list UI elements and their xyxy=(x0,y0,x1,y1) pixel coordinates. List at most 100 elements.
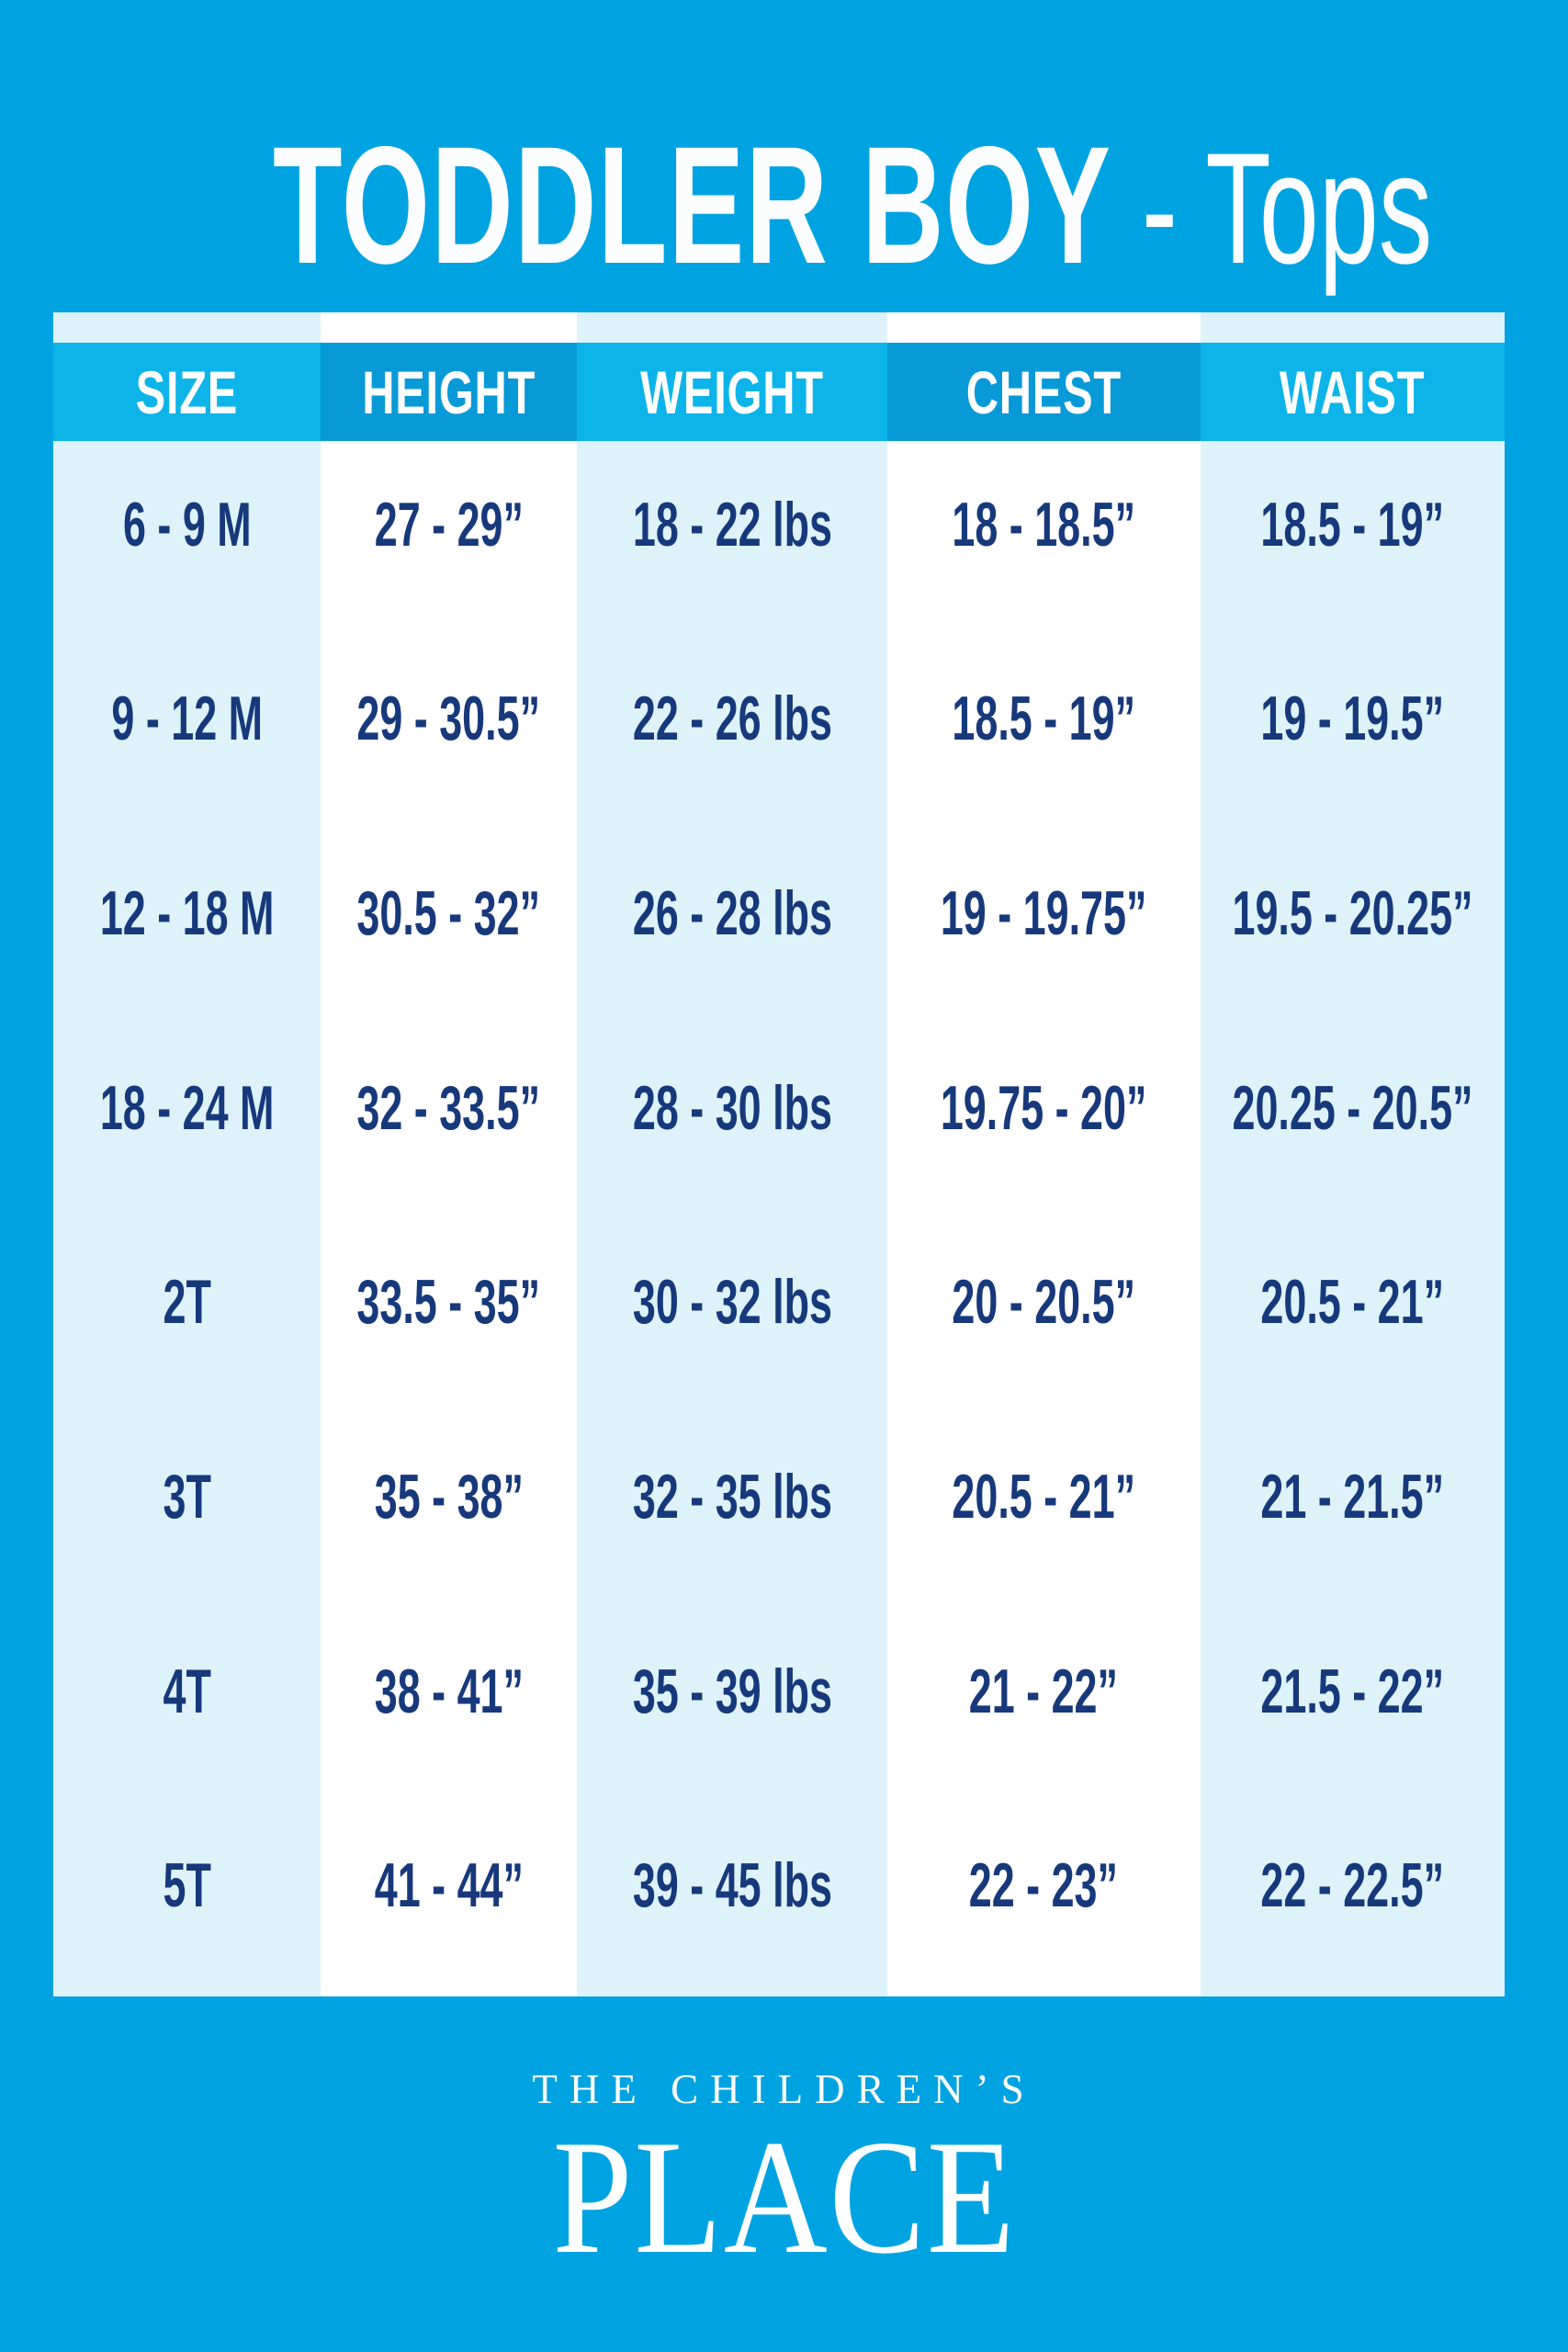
cell-value: 19 - 19.5” xyxy=(1260,684,1445,754)
cell-chest: 20.5 - 21” xyxy=(886,1413,1201,1608)
cell-height: 41 - 44” xyxy=(320,1802,578,1996)
brand-logo-line1: THE CHILDREN’S xyxy=(532,2066,1036,2112)
cell-value: 39 - 45 lbs xyxy=(632,1850,832,1921)
top-strip-cell xyxy=(577,312,887,343)
brand-logo-place-text: PLACE xyxy=(552,2106,1016,2288)
cell-value: 32 - 35 lbs xyxy=(632,1461,832,1532)
cell-value: 20.5 - 21” xyxy=(1260,1267,1445,1338)
cell-value: 38 - 41” xyxy=(374,1656,524,1726)
table-row: 2T 33.5 - 35” 30 - 32 lbs 20 - 20.5” 20.… xyxy=(53,1218,1505,1414)
cell-value: 18 - 22 lbs xyxy=(632,489,832,560)
header-cell-size: SIZE xyxy=(53,343,321,441)
cell-weight: 32 - 35 lbs xyxy=(577,1413,887,1608)
cell-height: 30.5 - 32” xyxy=(320,830,578,1024)
cell-height: 32 - 33.5” xyxy=(320,1023,578,1219)
cell-size: 12 - 18 M xyxy=(53,830,321,1024)
cell-weight: 28 - 30 lbs xyxy=(577,1023,887,1219)
title-main: TODDLER BOY xyxy=(273,111,1112,299)
top-strip-cell xyxy=(1200,312,1505,343)
cell-height: 27 - 29” xyxy=(320,441,578,636)
cell-weight: 30 - 32 lbs xyxy=(577,1218,887,1414)
cell-size: 4T xyxy=(53,1607,321,1803)
cell-height: 38 - 41” xyxy=(320,1607,578,1803)
header-label: WAIST xyxy=(1280,357,1426,426)
cell-waist: 20.5 - 21” xyxy=(1200,1218,1505,1414)
cell-height: 29 - 30.5” xyxy=(320,635,578,831)
cell-waist: 19.5 - 20.25” xyxy=(1200,830,1505,1024)
cell-value: 19.5 - 20.25” xyxy=(1232,878,1473,949)
cell-weight: 39 - 45 lbs xyxy=(577,1802,887,1996)
title-sub: - Tops xyxy=(1111,120,1433,297)
cell-value: 22 - 23” xyxy=(969,1850,1119,1921)
header-cell-height: HEIGHT xyxy=(320,343,578,441)
cell-value: 35 - 38” xyxy=(374,1461,524,1532)
cell-size: 18 - 24 M xyxy=(53,1023,321,1219)
page-title-line: TODDLER BOY - Tops xyxy=(273,108,1432,301)
cell-value: 4T xyxy=(163,1656,211,1726)
cell-value: 21 - 22” xyxy=(969,1656,1119,1726)
header-cell-waist: WAIST xyxy=(1200,343,1505,441)
cell-value: 29 - 30.5” xyxy=(356,684,541,754)
cell-value: 19.75 - 20” xyxy=(941,1072,1147,1143)
cell-value: 22 - 22.5” xyxy=(1260,1850,1445,1921)
cell-value: 33.5 - 35” xyxy=(356,1267,541,1338)
cell-chest: 18 - 18.5” xyxy=(886,441,1201,636)
header-label: CHEST xyxy=(965,357,1122,426)
cell-value: 20.25 - 20.5” xyxy=(1232,1072,1473,1143)
top-strip-cell xyxy=(53,312,321,343)
top-strip-cell xyxy=(886,312,1201,343)
cell-weight: 35 - 39 lbs xyxy=(577,1607,887,1803)
cell-waist: 19 - 19.5” xyxy=(1200,635,1505,831)
cell-size: 3T xyxy=(53,1413,321,1608)
cell-value: 21 - 21.5” xyxy=(1260,1461,1445,1532)
cell-chest: 19 - 19.75” xyxy=(886,830,1201,1024)
cell-value: 18 - 24 M xyxy=(99,1072,275,1143)
table-header-row: SIZE HEIGHT WEIGHT CHEST WAIST xyxy=(53,343,1505,441)
cell-waist: 20.25 - 20.5” xyxy=(1200,1023,1505,1219)
cell-value: 30.5 - 32” xyxy=(356,878,541,949)
table-row: 18 - 24 M 32 - 33.5” 28 - 30 lbs 19.75 -… xyxy=(53,1023,1505,1219)
cell-value: 20 - 20.5” xyxy=(952,1267,1136,1338)
cell-value: 3T xyxy=(163,1461,211,1532)
cell-height: 33.5 - 35” xyxy=(320,1218,578,1414)
cell-size: 5T xyxy=(53,1802,321,1996)
cell-value: 32 - 33.5” xyxy=(356,1072,541,1143)
cell-value: 20.5 - 21” xyxy=(952,1461,1136,1532)
header-label: SIZE xyxy=(135,357,239,426)
table-row: 3T 35 - 38” 32 - 35 lbs 20.5 - 21” 21 - … xyxy=(53,1413,1505,1608)
cell-chest: 22 - 23” xyxy=(886,1802,1201,1996)
header-label: HEIGHT xyxy=(362,357,536,426)
brand-logo-line2: PLACE xyxy=(0,2102,1568,2291)
cell-height: 35 - 38” xyxy=(320,1413,578,1608)
table-row: 9 - 12 M 29 - 30.5” 22 - 26 lbs 18.5 - 1… xyxy=(53,635,1505,831)
cell-value: 35 - 39 lbs xyxy=(632,1656,832,1726)
top-strip-cell xyxy=(320,312,578,343)
cell-waist: 21.5 - 22” xyxy=(1200,1607,1505,1803)
cell-chest: 20 - 20.5” xyxy=(886,1218,1201,1414)
cell-weight: 18 - 22 lbs xyxy=(577,441,887,636)
cell-value: 41 - 44” xyxy=(374,1850,524,1921)
cell-chest: 21 - 22” xyxy=(886,1607,1201,1803)
cell-value: 18.5 - 19” xyxy=(952,684,1136,754)
cell-value: 18 - 18.5” xyxy=(952,489,1136,560)
table-top-strip xyxy=(53,312,1505,343)
cell-chest: 19.75 - 20” xyxy=(886,1023,1201,1219)
cell-value: 21.5 - 22” xyxy=(1260,1656,1445,1726)
page-title: TODDLER BOY - Tops xyxy=(0,108,1568,301)
cell-weight: 26 - 28 lbs xyxy=(577,830,887,1024)
cell-weight: 22 - 26 lbs xyxy=(577,635,887,831)
cell-size: 6 - 9 M xyxy=(53,441,321,636)
cell-value: 2T xyxy=(163,1267,211,1338)
header-cell-weight: WEIGHT xyxy=(577,343,887,441)
cell-value: 9 - 12 M xyxy=(111,684,263,754)
cell-value: 28 - 30 lbs xyxy=(632,1072,832,1143)
table-row: 4T 38 - 41” 35 - 39 lbs 21 - 22” 21.5 - … xyxy=(53,1607,1505,1803)
cell-size: 9 - 12 M xyxy=(53,635,321,831)
table-row: 5T 41 - 44” 39 - 45 lbs 22 - 23” 22 - 22… xyxy=(53,1802,1505,1996)
cell-value: 18.5 - 19” xyxy=(1260,489,1445,560)
cell-value: 26 - 28 lbs xyxy=(632,878,832,949)
cell-value: 30 - 32 lbs xyxy=(632,1267,832,1338)
cell-value: 5T xyxy=(163,1850,211,1921)
cell-value: 19 - 19.75” xyxy=(941,878,1147,949)
